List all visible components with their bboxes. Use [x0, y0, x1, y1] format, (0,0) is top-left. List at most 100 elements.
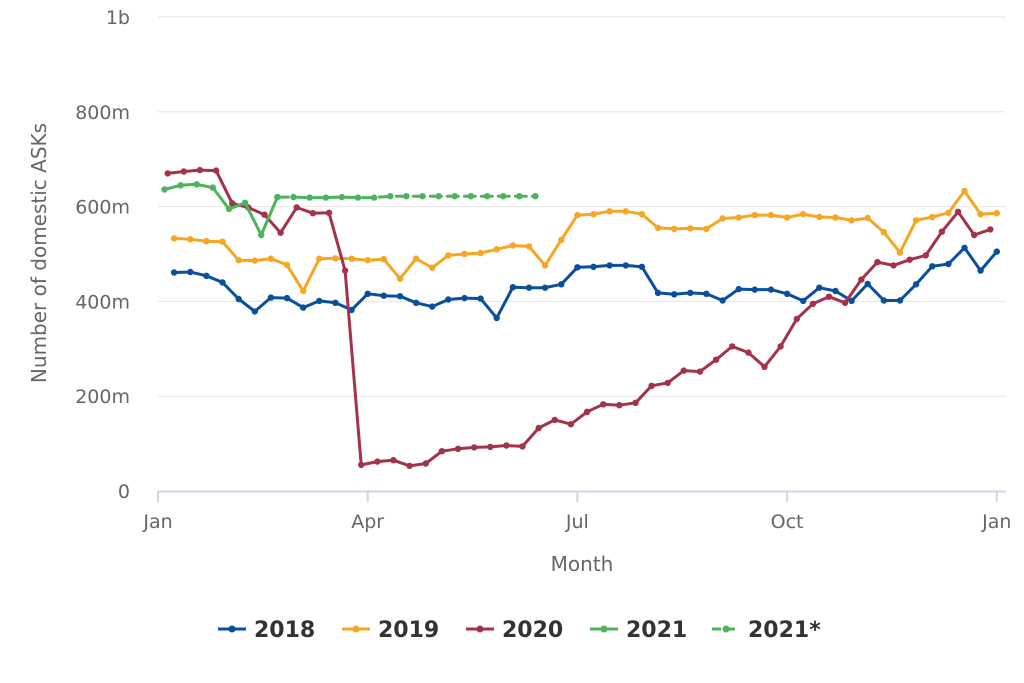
data-point[interactable]	[993, 248, 1000, 255]
data-point[interactable]	[422, 460, 429, 467]
data-point[interactable]	[509, 242, 517, 249]
data-point[interactable]	[938, 228, 946, 235]
data-point[interactable]	[445, 252, 452, 259]
data-point[interactable]	[954, 208, 962, 215]
data-point[interactable]	[583, 408, 591, 415]
data-point[interactable]	[235, 295, 242, 303]
data-point[interactable]	[712, 356, 720, 363]
data-point[interactable]	[332, 255, 339, 262]
data-point[interactable]	[332, 299, 339, 306]
data-point[interactable]	[261, 211, 268, 218]
data-point[interactable]	[516, 193, 523, 200]
data-point[interactable]	[293, 204, 300, 211]
data-point[interactable]	[493, 314, 500, 322]
data-point[interactable]	[606, 262, 613, 269]
data-point[interactable]	[848, 217, 855, 224]
data-point[interactable]	[467, 193, 475, 200]
data-point[interactable]	[309, 210, 317, 217]
data-point[interactable]	[477, 295, 484, 302]
data-point[interactable]	[519, 443, 526, 450]
data-point[interactable]	[341, 267, 349, 274]
data-point[interactable]	[945, 209, 952, 216]
data-point[interactable]	[793, 315, 800, 323]
data-point[interactable]	[880, 297, 888, 304]
data-point[interactable]	[438, 448, 446, 455]
data-point[interactable]	[590, 211, 597, 218]
data-point[interactable]	[283, 261, 291, 269]
data-point[interactable]	[977, 211, 984, 218]
data-point[interactable]	[487, 443, 494, 451]
data-point[interactable]	[703, 290, 710, 297]
data-point[interactable]	[219, 279, 226, 286]
data-point[interactable]	[767, 286, 775, 293]
data-point[interactable]	[396, 275, 404, 282]
legend-item[interactable]: 2021	[590, 618, 687, 643]
data-point[interactable]	[316, 255, 323, 262]
data-point[interactable]	[841, 299, 849, 306]
data-point[interactable]	[429, 264, 436, 271]
data-point[interactable]	[680, 367, 687, 374]
data-point[interactable]	[435, 193, 442, 200]
data-point[interactable]	[912, 281, 920, 288]
data-point[interactable]	[922, 252, 929, 259]
data-point[interactable]	[832, 214, 839, 221]
data-point[interactable]	[977, 267, 984, 274]
data-point[interactable]	[535, 424, 542, 432]
data-point[interactable]	[590, 263, 597, 270]
data-point[interactable]	[800, 297, 807, 305]
data-point[interactable]	[267, 294, 275, 301]
data-point[interactable]	[403, 193, 410, 200]
data-point[interactable]	[761, 363, 768, 370]
data-point[interactable]	[451, 193, 458, 200]
data-point[interactable]	[235, 257, 242, 264]
data-point[interactable]	[258, 231, 265, 239]
data-point[interactable]	[412, 299, 420, 306]
data-point[interactable]	[251, 308, 258, 315]
data-point[interactable]	[325, 209, 333, 216]
data-point[interactable]	[912, 217, 920, 224]
data-point[interactable]	[225, 205, 233, 213]
data-point[interactable]	[945, 260, 952, 268]
data-point[interactable]	[412, 255, 420, 262]
data-point[interactable]	[290, 193, 297, 201]
data-point[interactable]	[600, 401, 607, 408]
legend-item[interactable]: 2021*	[712, 618, 821, 643]
data-point[interactable]	[380, 292, 387, 299]
data-point[interactable]	[187, 236, 194, 243]
data-point[interactable]	[735, 214, 742, 221]
data-point[interactable]	[987, 226, 994, 233]
data-point[interactable]	[896, 297, 904, 304]
data-point[interactable]	[274, 193, 281, 201]
data-point[interactable]	[493, 246, 500, 253]
data-point[interactable]	[251, 257, 258, 264]
data-point[interactable]	[622, 208, 629, 215]
data-point[interactable]	[193, 181, 200, 188]
data-point[interactable]	[816, 213, 823, 221]
data-point[interactable]	[164, 170, 171, 177]
data-point[interactable]	[300, 287, 307, 295]
data-point[interactable]	[632, 399, 639, 406]
data-point[interactable]	[816, 284, 823, 291]
data-point[interactable]	[874, 258, 881, 266]
data-point[interactable]	[751, 211, 758, 219]
data-point[interactable]	[864, 280, 871, 288]
data-point[interactable]	[187, 268, 194, 276]
data-point[interactable]	[832, 287, 839, 295]
data-point[interactable]	[858, 276, 865, 283]
data-point[interactable]	[638, 263, 646, 270]
data-point[interactable]	[671, 291, 678, 298]
data-point[interactable]	[777, 343, 784, 350]
data-point[interactable]	[558, 281, 565, 288]
data-point[interactable]	[509, 284, 517, 291]
data-point[interactable]	[745, 349, 752, 356]
data-point[interactable]	[648, 382, 655, 389]
data-point[interactable]	[525, 243, 533, 250]
data-point[interactable]	[809, 300, 817, 307]
data-point[interactable]	[229, 200, 236, 207]
data-point[interactable]	[358, 461, 365, 469]
data-point[interactable]	[687, 289, 694, 297]
data-point[interactable]	[558, 236, 565, 243]
data-point[interactable]	[961, 187, 968, 195]
data-point[interactable]	[729, 343, 736, 350]
data-point[interactable]	[445, 296, 452, 303]
